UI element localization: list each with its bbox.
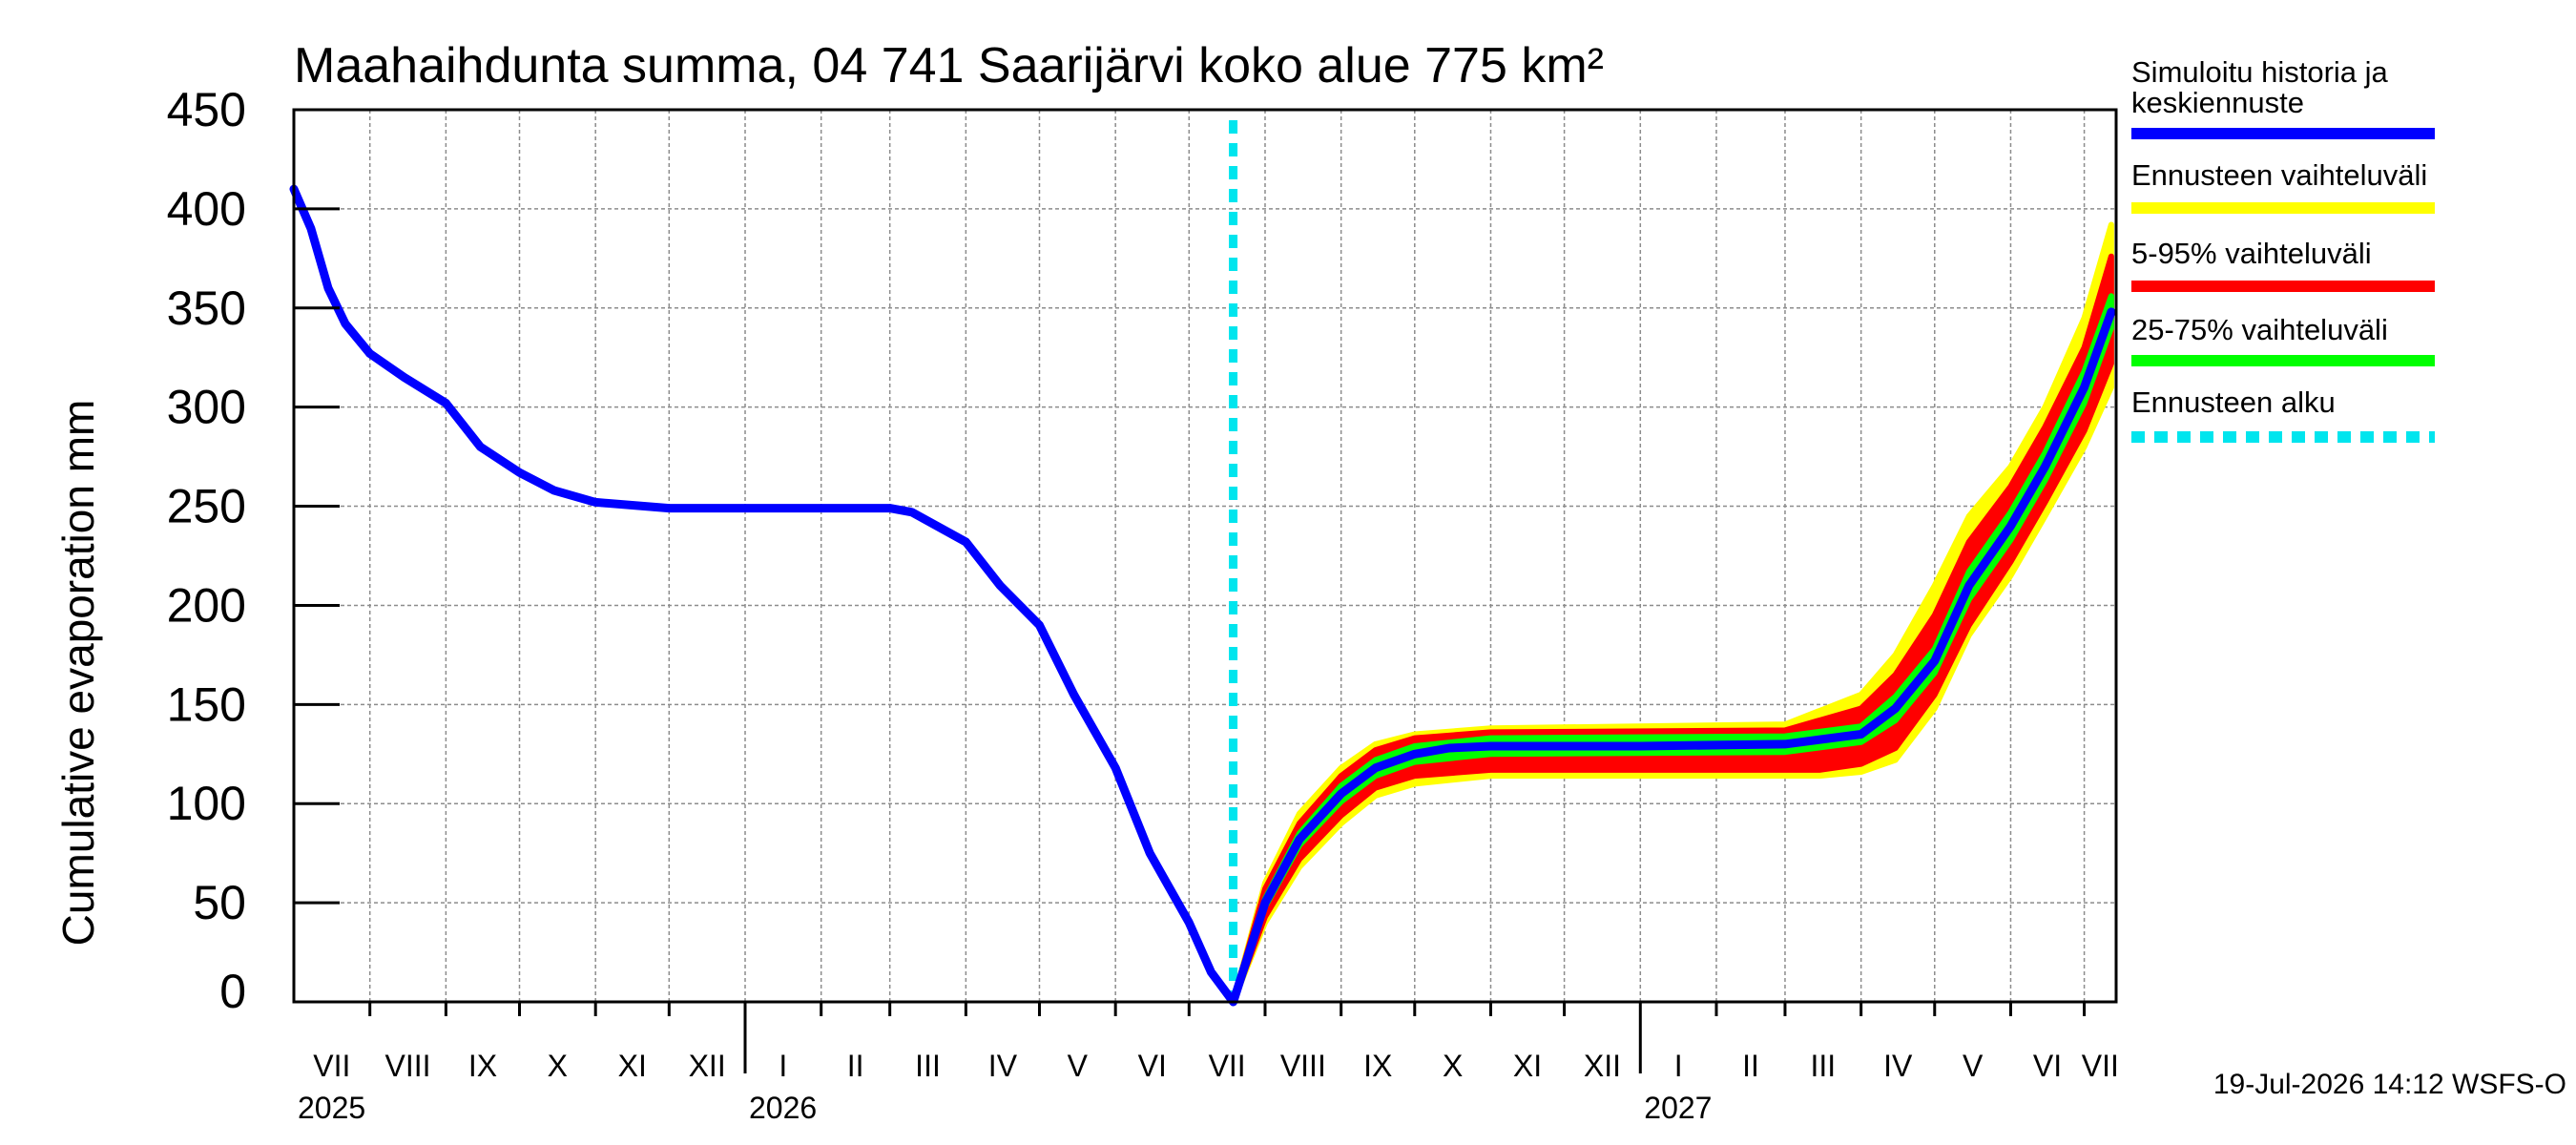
x-month-label: XI	[1513, 1049, 1542, 1083]
y-tick-label: 300	[167, 381, 246, 434]
x-month-label: IX	[468, 1049, 497, 1083]
x-month-label: VII	[2082, 1049, 2119, 1083]
x-month-label: I	[779, 1049, 787, 1083]
x-month-label: XII	[1584, 1049, 1621, 1083]
footer-timestamp: 19-Jul-2026 14:12 WSFS-O	[2213, 1069, 2566, 1100]
x-month-label: V	[1963, 1049, 1984, 1083]
x-month-label: X	[548, 1049, 568, 1083]
y-tick-label: 250	[167, 480, 246, 533]
series-lines	[289, 120, 2116, 1007]
y-tick-label: 400	[167, 182, 246, 236]
legend-label: 5-95% vaihteluväli	[2131, 237, 2372, 270]
x-month-label: II	[847, 1049, 864, 1083]
x-month-label: IV	[1883, 1049, 1913, 1083]
y-axis-label: Cumulative evaporation mm	[53, 400, 103, 947]
x-month-label: VIII	[1280, 1049, 1326, 1083]
x-month-label: V	[1068, 1049, 1089, 1083]
x-year-label: 2025	[298, 1091, 365, 1125]
y-axis-ticks: 0 50 100 150 200 250 300 350 400 450	[167, 83, 340, 1018]
x-month-label: VII	[1209, 1049, 1246, 1083]
x-axis-months: VII VIII IX X XI XII I II III IV V VI VII VIII IX X XI XI…	[298, 1002, 2119, 1125]
x-month-label: VI	[1138, 1049, 1167, 1083]
y-tick-label: 50	[193, 876, 246, 929]
x-month-label: II	[1742, 1049, 1759, 1083]
legend-label: Ennusteen vaihteluväli	[2131, 158, 2427, 192]
legend-label: Ennusteen alku	[2131, 385, 2336, 419]
chart-title: Maahaihdunta summa, 04 741 Saarijärvi ko…	[294, 38, 1604, 94]
x-year-label: 2027	[1644, 1091, 1712, 1125]
x-year-label: 2026	[749, 1091, 817, 1125]
forecast-bands	[1230, 221, 2114, 1005]
y-tick-label: 100	[167, 777, 246, 830]
x-month-label: III	[915, 1049, 941, 1083]
x-month-label: VIII	[385, 1049, 431, 1083]
y-tick-label: 0	[219, 965, 246, 1018]
series-line-median	[289, 184, 2116, 1007]
legend-label: Simuloitu historia ja keskiennuste	[2131, 55, 2389, 119]
x-month-label: XII	[689, 1049, 726, 1083]
band-25-75-vaihteluv-li	[1230, 293, 2114, 1005]
x-month-label: IV	[988, 1049, 1018, 1083]
grid-lines	[294, 109, 2116, 1003]
y-tick-label: 200	[167, 578, 246, 632]
x-month-label: VI	[2033, 1049, 2062, 1083]
x-month-label: XI	[618, 1049, 647, 1083]
band-5-95-vaihteluv-li	[1230, 253, 2114, 1005]
x-month-label: X	[1443, 1049, 1463, 1083]
legend-label: 25-75% vaihteluväli	[2131, 313, 2388, 346]
plot-frame	[292, 108, 2118, 1004]
x-month-label: III	[1810, 1049, 1836, 1083]
x-month-label: I	[1674, 1049, 1683, 1083]
y-tick-label: 150	[167, 677, 246, 731]
y-tick-label: 350	[167, 281, 246, 335]
y-tick-label: 450	[167, 83, 246, 136]
legend: Simuloitu historia ja keskiennuste Ennuste…	[2131, 55, 2435, 443]
x-month-label: VII	[313, 1049, 350, 1083]
x-month-label: IX	[1363, 1049, 1392, 1083]
